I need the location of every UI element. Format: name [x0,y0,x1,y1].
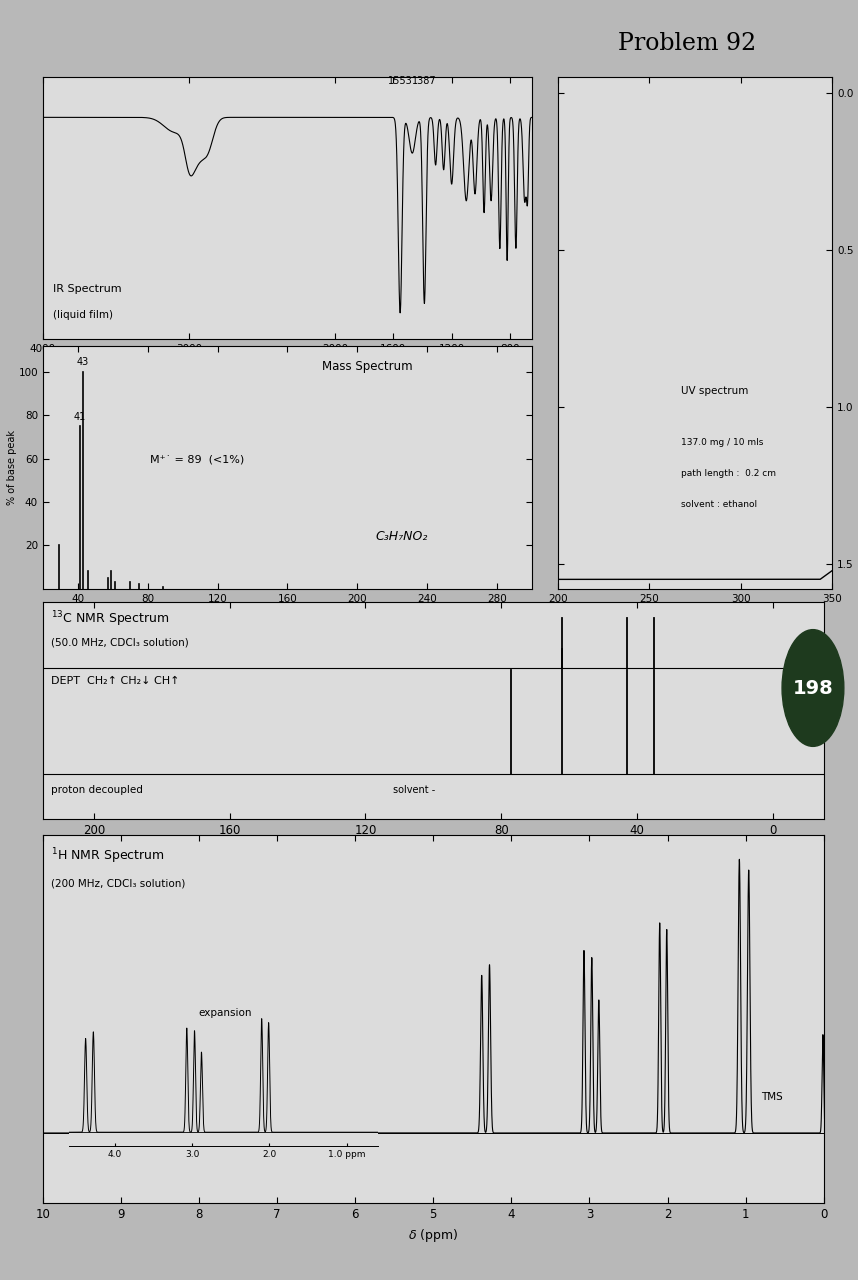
Text: Mass Spectrum: Mass Spectrum [322,360,413,372]
Text: 1387: 1387 [412,77,437,86]
Text: DEPT  CH₂↑ CH₂↓ CH↑: DEPT CH₂↑ CH₂↓ CH↑ [51,676,179,686]
Text: UV spectrum: UV spectrum [681,387,749,397]
Y-axis label: % of base peak: % of base peak [7,430,17,504]
Text: IR Spectrum: IR Spectrum [52,284,121,294]
Text: expansion: expansion [198,1009,252,1018]
Text: M⁺˙ = 89  (<1%): M⁺˙ = 89 (<1%) [150,454,245,465]
Text: 43: 43 [77,357,89,367]
Text: (liquid film): (liquid film) [52,310,112,320]
Text: proton decoupled: proton decoupled [51,785,142,795]
Text: 41: 41 [74,412,86,421]
Text: $^{13}$C NMR Spectrum: $^{13}$C NMR Spectrum [51,609,169,628]
Text: 137.0 mg / 10 mls: 137.0 mg / 10 mls [681,439,764,448]
Text: C₃H₇NO₂: C₃H₇NO₂ [376,530,428,543]
X-axis label: $\delta$ (ppm): $\delta$ (ppm) [408,1226,458,1244]
Text: (50.0 MHz, CDCl₃ solution): (50.0 MHz, CDCl₃ solution) [51,637,189,648]
Text: TMS: TMS [761,1092,783,1102]
Text: Problem 92: Problem 92 [618,32,756,55]
Circle shape [782,630,843,746]
Text: solvent : ethanol: solvent : ethanol [681,500,758,509]
X-axis label: λ (nm): λ (nm) [675,609,715,622]
X-axis label: $\delta$ (ppm): $\delta$ (ppm) [408,842,458,860]
Text: 198: 198 [793,678,833,698]
X-axis label: m/e: m/e [276,609,299,622]
Text: 1553: 1553 [388,77,413,86]
Text: path length :  0.2 cm: path length : 0.2 cm [681,470,776,479]
Text: solvent -: solvent - [393,785,435,795]
Text: $^1$H NMR Spectrum: $^1$H NMR Spectrum [51,846,165,867]
X-axis label: V (cm⁻¹): V (cm⁻¹) [263,360,312,372]
Text: (200 MHz, CDCl₃ solution): (200 MHz, CDCl₃ solution) [51,878,185,888]
